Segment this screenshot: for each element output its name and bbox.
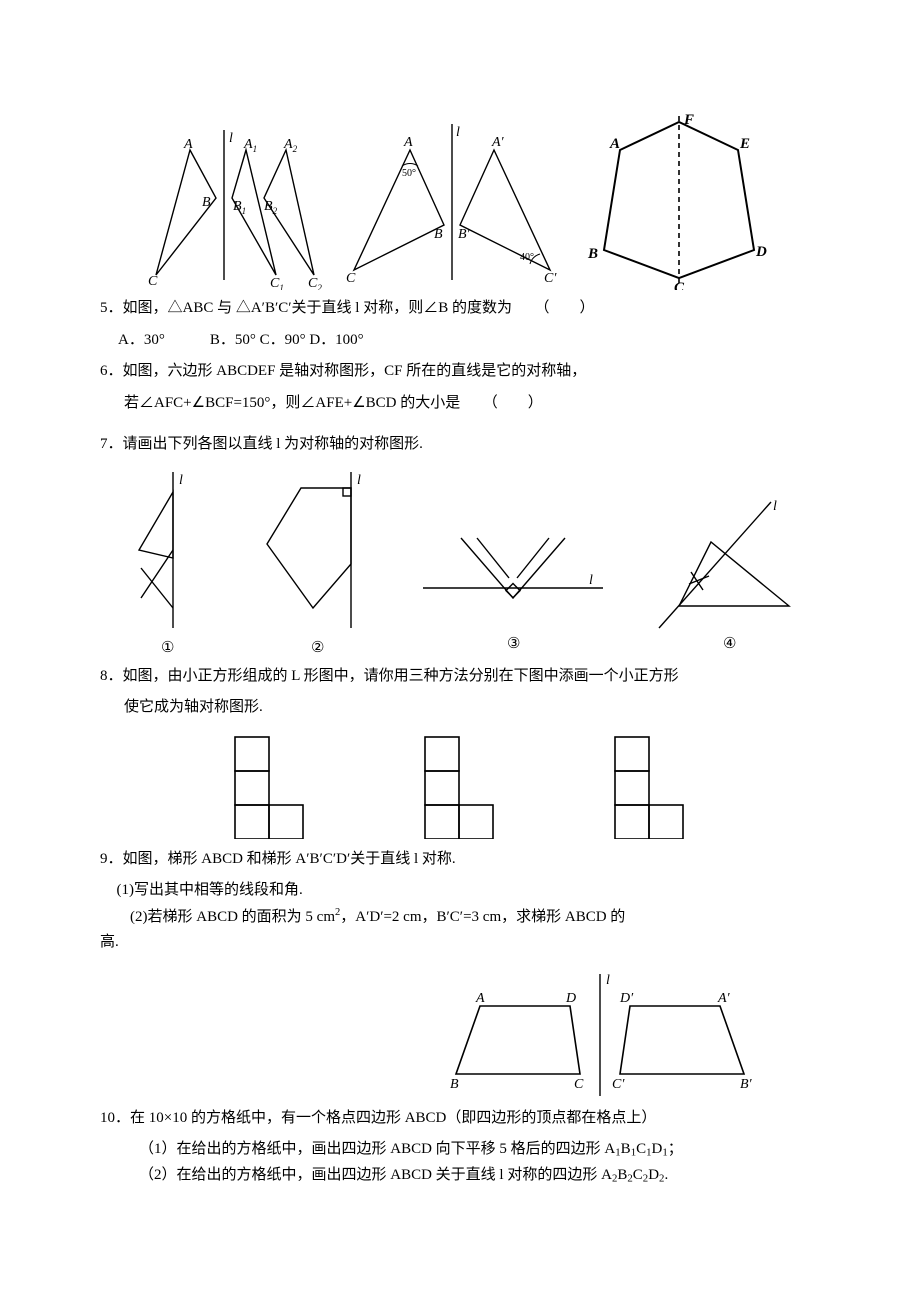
svg-text:F: F [683,112,694,128]
lbl-l: l [229,131,233,146]
svg-text:D′: D′ [619,991,634,1006]
q7-fig2: l ② [247,468,387,658]
svg-text:A: A [475,991,485,1006]
svg-text:B2: B2 [264,199,278,216]
q8-L2 [405,729,515,839]
q7-fig4: l ④ [639,488,809,658]
svg-text:l: l [589,573,593,588]
q9-trapezoids: A D B C D′ A′ C′ B′ l [420,970,780,1100]
svg-text:50°: 50° [402,168,416,179]
svg-text:A′: A′ [717,991,731,1006]
svg-text:④: ④ [723,636,736,652]
q5-text: 5．如图，△ABC 与 △A′B′C′关于直线 l 对称，则∠B 的度数为 （ … [100,300,594,316]
svg-text:C1: C1 [270,276,284,290]
svg-text:C′: C′ [544,271,557,286]
svg-text:C: C [574,1077,584,1092]
fig-q6-hexagon: A B C D E F [574,110,784,290]
svg-text:A′: A′ [491,135,505,150]
lbl-A: A [183,137,193,152]
q7-fig1: l ① [111,468,221,658]
svg-text:B: B [450,1077,459,1092]
svg-text:C: C [674,280,685,290]
svg-text:40°: 40° [520,252,534,263]
q9-sub2: (2)若梯形 ABCD 的面积为 5 cm2，A′D′=2 cm，B′C′=3 … [100,904,820,931]
q5: 5．如图，△ABC 与 △A′B′C′关于直线 l 对称，则∠B 的度数为 （ … [100,296,820,322]
svg-text:A2: A2 [283,137,298,154]
svg-text:E: E [739,136,750,152]
svg-text:C: C [346,271,356,286]
svg-text:B: B [587,246,598,262]
fig-q5-right: A l B C A′ B′ C′ 50° 40° [340,120,570,290]
q8-line1: 8．如图，由小正方形组成的 L 形图中，请你用三种方法分别在下图中添画一个小正方… [100,664,820,690]
q6-line2: 若∠AFC+∠BCF=150°，则∠AFE+∠BCD 的大小是 （ ） [100,391,820,417]
top-figures-row: A l B C A1 B1 C1 A2 B2 C2 A l B C A′ B′ … [100,110,820,290]
svg-text:C′: C′ [612,1077,625,1092]
q10-sub2: （2）在给出的方格纸中，画出四边形 ABCD 关于直线 l 对称的四边形 A2B… [100,1163,820,1189]
q10-text: 10．在 10×10 的方格纸中，有一个格点四边形 ABCD（即四边形的顶点都在… [100,1106,820,1132]
q8-L1 [215,729,325,839]
svg-text:③: ③ [507,636,520,652]
q10-sub1: （1）在给出的方格纸中，画出四边形 ABCD 向下平移 5 格后的四边形 A1B… [100,1137,820,1163]
svg-text:B′: B′ [458,227,471,242]
svg-text:l: l [606,973,610,988]
q8-figures [100,729,820,839]
q7-text: 7．请画出下列各图以直线 l 为对称轴的对称图形. [100,432,820,458]
svg-text:A1: A1 [243,137,257,154]
svg-text:B1: B1 [233,199,246,216]
svg-text:A: A [403,135,413,150]
q6-line1: 6．如图，六边形 ABCDEF 是轴对称图形，CF 所在的直线是它的对称轴， [100,359,820,385]
svg-text:B: B [434,227,443,242]
svg-text:l: l [773,499,777,514]
svg-text:l: l [456,125,460,140]
svg-text:①: ① [161,640,174,656]
svg-text:②: ② [311,640,324,656]
svg-text:B′: B′ [740,1077,753,1092]
svg-text:A: A [609,136,620,152]
q9-text: 9．如图，梯形 ABCD 和梯形 A′B′C′D′关于直线 l 对称. [100,847,820,873]
svg-text:l: l [357,473,361,488]
fig-q5-left: A l B C A1 B1 C1 A2 B2 C2 [136,120,336,290]
q8-line2: 使它成为轴对称图形. [100,695,820,721]
lbl-B: B [202,195,211,210]
svg-text:C2: C2 [308,276,322,290]
lbl-C: C [148,274,158,289]
svg-text:l: l [179,473,183,488]
svg-text:D: D [755,244,767,260]
q9-figure-wrap: A D B C D′ A′ C′ B′ l [100,970,820,1100]
q7-fig3: l ③ [413,508,613,658]
svg-text:D: D [565,991,576,1006]
q5-options: A．30° B．50° C．90° D．100° [100,328,820,354]
q8-L3 [595,729,705,839]
q9-sub1: (1)写出其中相等的线段和角. [100,878,820,904]
q9-sub2c: 高. [100,930,820,956]
q7-figures: l ① l ② l ③ l ④ [100,468,820,658]
